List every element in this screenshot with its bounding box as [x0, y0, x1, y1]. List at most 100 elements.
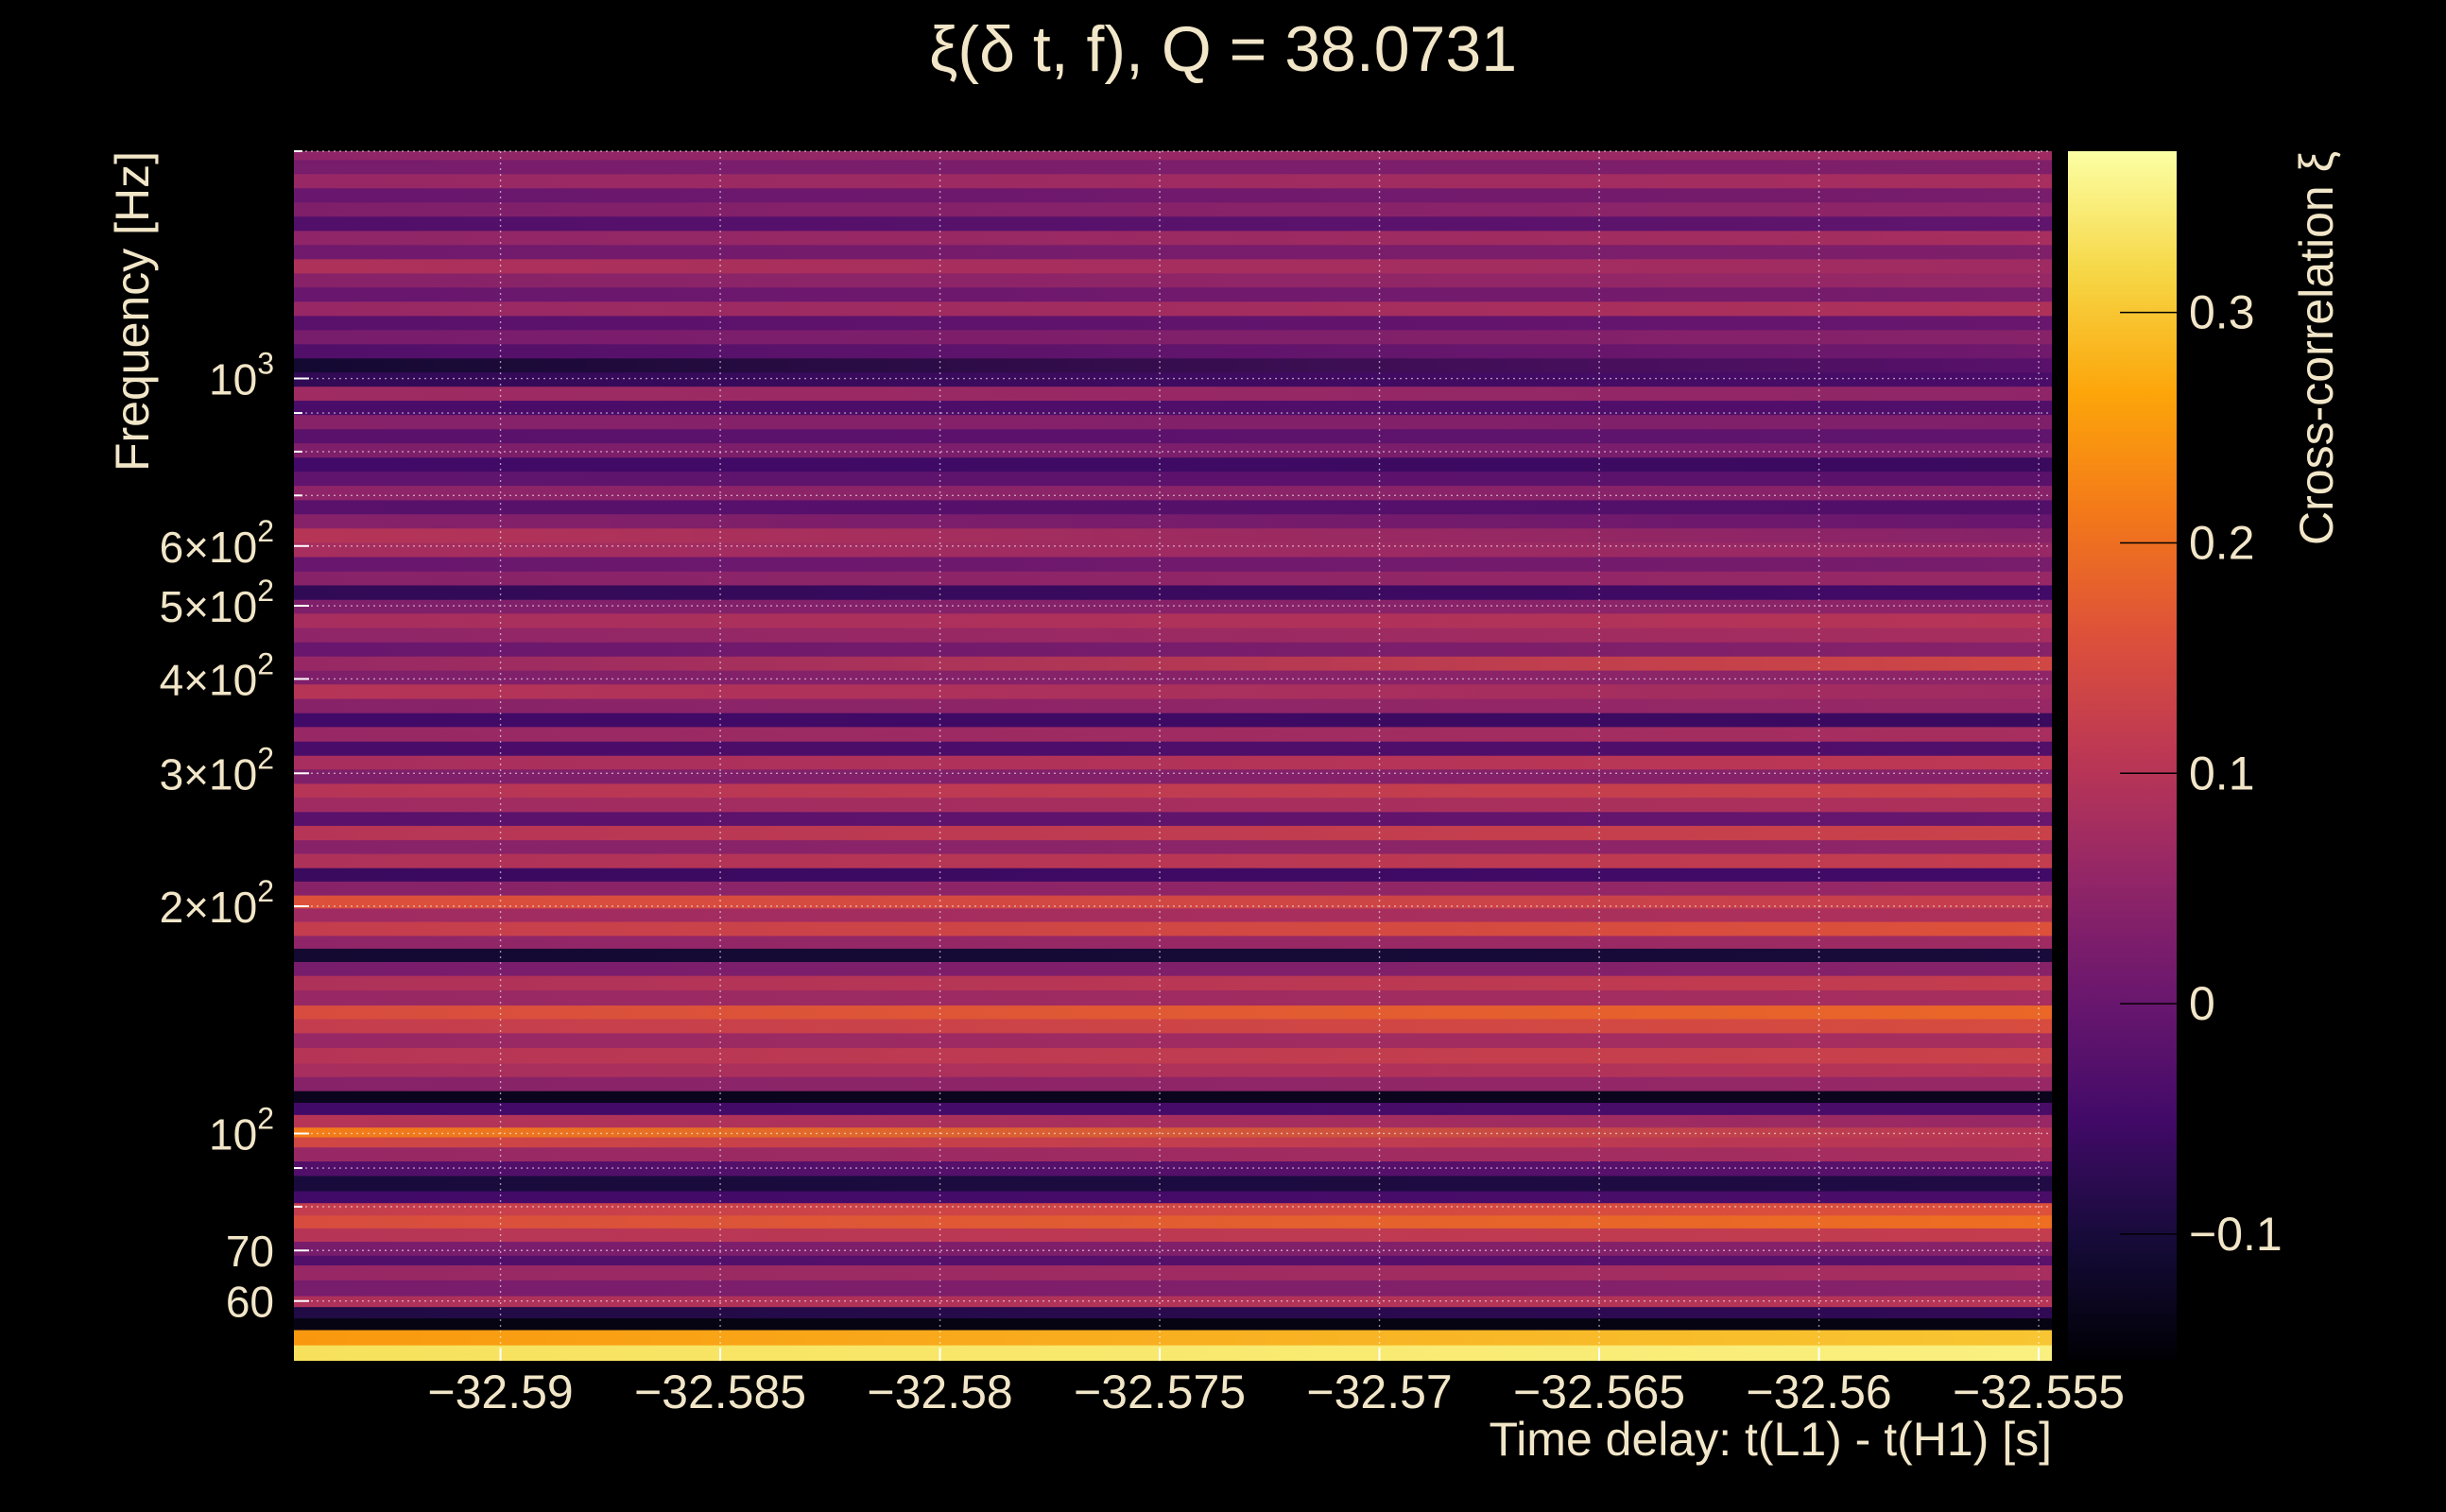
heatmap-band [294, 400, 2052, 416]
heatmap-band [294, 244, 2052, 260]
heatmap-band [294, 343, 2052, 359]
heatmap-band [294, 1091, 2052, 1104]
heatmap-band [294, 1076, 2052, 1091]
heatmap-band [294, 782, 2052, 799]
heatmap-band [294, 975, 2052, 991]
x-tick-label: −32.57 [1306, 1366, 1452, 1418]
heatmap-band [294, 1126, 2052, 1138]
heatmap-band [294, 853, 2052, 868]
heatmap-band [294, 329, 2052, 345]
heatmap-band [294, 1005, 2052, 1020]
heatmap-band [294, 584, 2052, 600]
heatmap-band [294, 1255, 2052, 1266]
heatmap-band [294, 215, 2052, 232]
colorbar-tick-label: 0.3 [2189, 286, 2255, 339]
heatmap-band [294, 286, 2052, 302]
y-tick-label-exponent: 2 [257, 514, 274, 548]
heatmap-band [294, 357, 2052, 373]
y-axis-label: Frequency [Hz] [106, 151, 159, 472]
y-tick-label: 102 [209, 1101, 274, 1159]
heatmap-band [294, 698, 2052, 713]
heatmap-band [294, 1190, 2052, 1204]
colorbar-tick-label: −0.1 [2189, 1208, 2282, 1261]
heatmap-band [294, 839, 2052, 854]
heatmap-band [294, 1146, 2052, 1162]
heatmap-band [294, 1062, 2052, 1077]
heatmap-band [294, 513, 2052, 529]
heatmap-band [294, 612, 2052, 628]
heatmap-band [294, 825, 2052, 841]
heatmap-band [294, 948, 2052, 963]
heatmap-band [294, 442, 2052, 458]
heatmap-band [294, 485, 2052, 501]
colorbar-tick-label: 0 [2189, 977, 2215, 1030]
y-tick-label: 3×102 [160, 741, 274, 799]
heatmap-band [294, 935, 2052, 949]
chart-title: ξ(δ t, f), Q = 38.0731 [929, 13, 1517, 85]
heatmap-band [294, 386, 2052, 402]
y-tick-label-exponent: 2 [257, 574, 274, 608]
y-tick-label-base: 4×10 [160, 655, 258, 704]
heatmap-band [294, 272, 2052, 288]
x-tick-label: −32.58 [867, 1366, 1012, 1418]
y-tick-label-base: 3×10 [160, 749, 258, 799]
y-tick-label-base: 70 [226, 1227, 274, 1276]
heatmap-band [294, 258, 2052, 274]
heatmap-band [294, 1306, 2052, 1319]
heatmap-band [294, 755, 2052, 770]
heatmap-band [294, 895, 2052, 909]
heatmap-band [294, 201, 2052, 217]
heatmap-band [294, 1317, 2052, 1331]
axis-ticks [294, 150, 2041, 1361]
x-tick-label: −32.585 [634, 1366, 806, 1418]
heatmap-band [294, 1102, 2052, 1115]
heatmap-band [294, 187, 2052, 203]
colorbar-ticks: −0.1 0 0.1 0.2 0.3 [2120, 286, 2282, 1261]
heatmap-band [294, 301, 2052, 317]
heatmap-band [294, 868, 2052, 882]
y-tick-label: 70 [226, 1227, 274, 1276]
heatmap-band [294, 527, 2052, 543]
x-tick-label: −32.565 [1513, 1366, 1685, 1418]
heatmap-band [294, 881, 2052, 896]
x-tick-label: −32.56 [1746, 1366, 1891, 1418]
y-tick-label-base: 6×10 [160, 523, 258, 572]
heatmap-band [294, 541, 2052, 558]
heatmap-band [294, 1241, 2052, 1256]
x-tick-label: −32.575 [1074, 1366, 1246, 1418]
heatmap-band [294, 414, 2052, 430]
heatmap-band [294, 1047, 2052, 1064]
y-tick-label-exponent: 2 [257, 1101, 274, 1135]
heatmap-band [294, 151, 2052, 161]
heatmap-band [294, 1345, 2052, 1361]
y-tick-label: 103 [209, 347, 274, 404]
heatmap-band [294, 811, 2052, 826]
heatmap-band [294, 428, 2052, 444]
heatmap-band [294, 920, 2052, 936]
heatmap-area [294, 151, 2052, 1361]
colorbar-tick-label: 0.1 [2189, 747, 2255, 799]
heatmap-band [294, 1214, 2052, 1228]
y-tick-label: 5×102 [160, 574, 274, 631]
heatmap-band [294, 907, 2052, 922]
heatmap-band [294, 642, 2052, 657]
y-tick-label-exponent: 2 [257, 741, 274, 775]
heatmap-band [294, 989, 2052, 1006]
heatmap-band [294, 961, 2052, 976]
heatmap-band [294, 173, 2052, 189]
heatmap-band [294, 1136, 2052, 1148]
colorbar-label: Cross-correlation ξ [2290, 151, 2343, 545]
y-tick-label-exponent: 2 [257, 874, 274, 908]
y-tick-label-base: 10 [209, 1109, 257, 1159]
heatmap-band [294, 768, 2052, 784]
heatmap-band [294, 230, 2052, 246]
heatmap-band [294, 741, 2052, 756]
heatmap-band [294, 1114, 2052, 1128]
heatmap-band [294, 726, 2052, 742]
x-tick-label: −32.59 [427, 1366, 573, 1418]
grid-lines [294, 150, 2052, 1361]
heatmap-band [294, 499, 2052, 515]
heatmap-band [294, 1018, 2052, 1034]
y-tick-label-base: 2×10 [160, 883, 258, 932]
